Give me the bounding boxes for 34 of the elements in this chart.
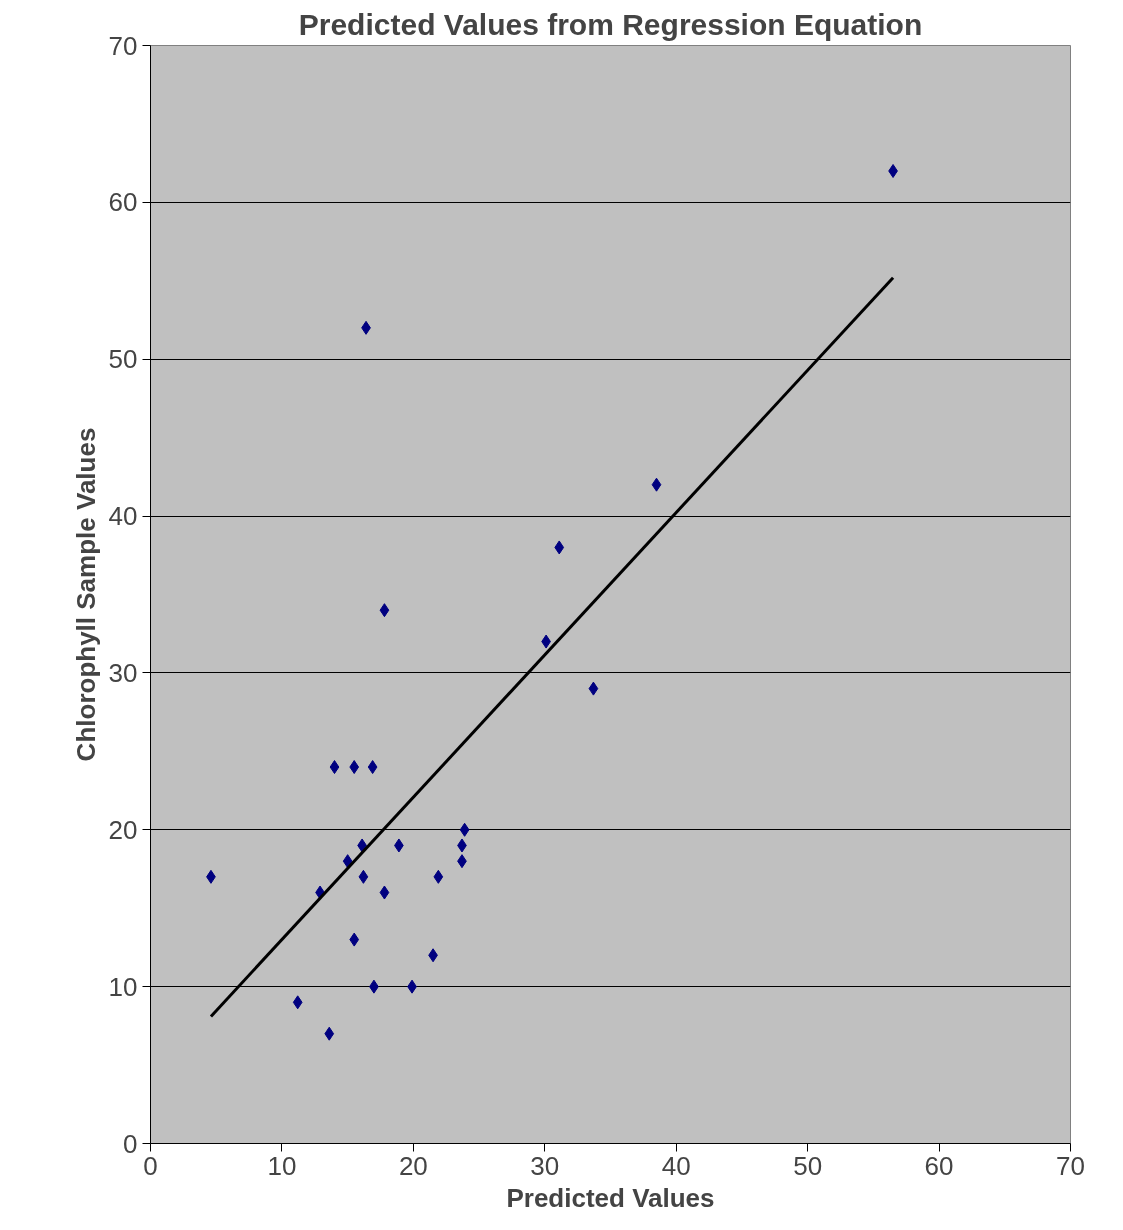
y-axis-title: Chlorophyll Sample Values — [70, 427, 101, 762]
x-tick-label: 20 — [398, 1150, 428, 1181]
point — [433, 869, 444, 884]
point — [554, 540, 565, 555]
point — [292, 995, 303, 1010]
point — [588, 681, 599, 696]
x-tick-label: 40 — [661, 1150, 691, 1181]
point — [379, 603, 390, 618]
x-tick-label: 30 — [530, 1150, 560, 1181]
x-tick-label: 60 — [924, 1150, 954, 1181]
x-tick-label: 50 — [793, 1150, 823, 1181]
y-tick-label: 0 — [123, 1128, 138, 1159]
point — [349, 760, 360, 775]
y-tick-label: 40 — [108, 501, 138, 532]
point — [349, 932, 360, 947]
chart-title: Predicted Values from Regression Equation — [298, 7, 923, 41]
point — [358, 869, 369, 884]
x-tick-label: 70 — [1056, 1150, 1085, 1181]
y-tick-label: 60 — [108, 187, 138, 218]
x-axis-title: Predicted Values — [506, 1182, 715, 1213]
point — [329, 760, 340, 775]
x-tick-label: 10 — [267, 1150, 297, 1181]
point — [342, 854, 353, 869]
y-tick-label: 70 — [108, 30, 138, 61]
x-tick-label: 0 — [143, 1150, 158, 1181]
y-tick-label: 20 — [108, 814, 138, 845]
y-tick-label: 10 — [108, 971, 138, 1002]
point — [324, 1026, 335, 1041]
point — [379, 885, 390, 900]
y-tick-label: 50 — [108, 344, 138, 375]
point — [651, 477, 662, 492]
y-tick-label: 30 — [108, 657, 138, 688]
point — [367, 760, 378, 775]
point — [459, 822, 470, 837]
